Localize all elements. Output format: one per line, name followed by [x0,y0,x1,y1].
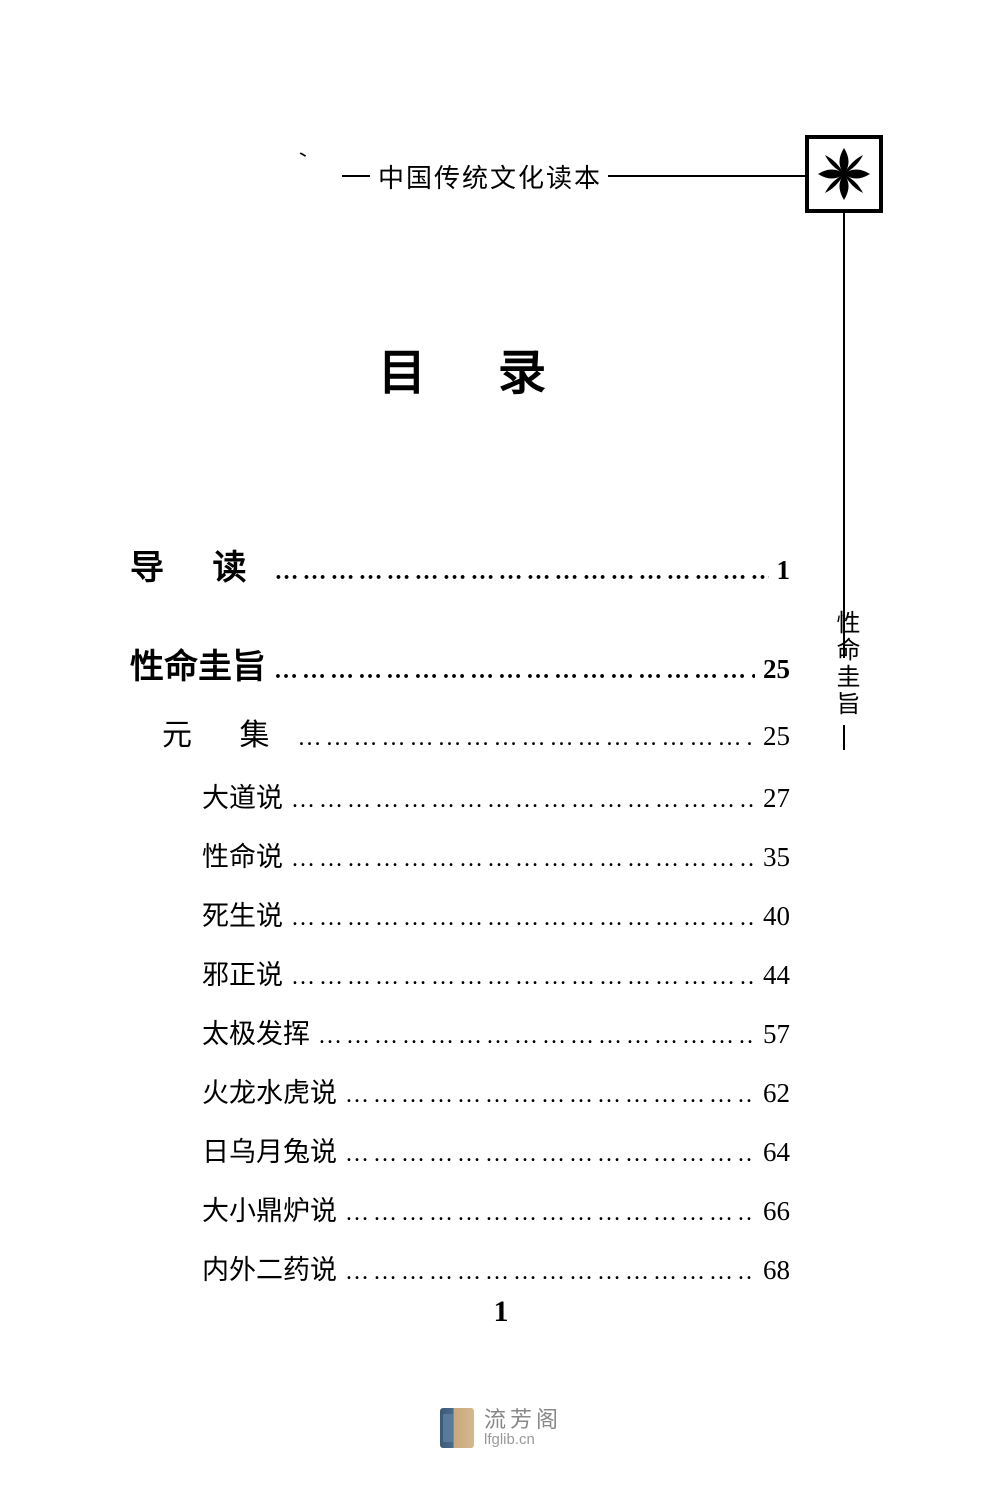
toc-page-number: 68 [763,1255,790,1286]
toc-entry: 日乌月兔说 …………………………………………………………………………………… 64 [202,1130,790,1169]
toc-label: 火龙水虎说 [202,1071,337,1110]
toc-leader-dots: …………………………………………………………………………………… [274,658,755,685]
toc-heading: 目 录 [378,333,576,403]
toc-label: 太极发挥 [202,1012,310,1051]
toc-entry: 内外二药说 …………………………………………………………………………………… 68 [202,1248,790,1287]
toc-page-number: 35 [763,842,790,873]
flower-icon [814,144,874,204]
toc-label: 性命圭旨 [130,639,266,688]
toc-leader-dots: …………………………………………………………………………………… [291,964,755,991]
toc-label: 元 集 [162,710,290,754]
toc-entries-list: 大道说 …………………………………………………………………………………… 27 性命说… [130,776,790,1287]
series-title: 中国传统文化读本 [378,158,602,195]
toc-leader-dots: …………………………………………………………………………………… [275,559,769,586]
toc-leader-dots: …………………………………………………………………………………… [345,1141,755,1168]
toc-label: 大小鼎炉说 [202,1189,337,1228]
sidebar-rule-upper [843,213,845,658]
toc-label: 日乌月兔说 [202,1130,337,1169]
sidebar-book-title: 性命圭旨 [828,610,863,718]
corner-ornament [805,135,883,213]
stray-mark: 、 [294,130,321,163]
toc-label: 内外二药说 [202,1248,337,1287]
toc-label: 导 读 [130,540,267,589]
toc-page-number: 64 [763,1137,790,1168]
watermark-site-name: 流芳阁 [484,1408,562,1432]
sidebar-rule-lower [843,725,845,750]
toc-leader-dots: …………………………………………………………………………………… [345,1259,755,1286]
page-container: 、 中国传统文化读本 性命圭旨 目 录 [0,0,1002,1489]
toc-entry: 大道说 …………………………………………………………………………………… 27 [202,776,790,815]
toc-entry: 邪正说 …………………………………………………………………………………… 44 [202,953,790,992]
toc-page-number: 25 [763,721,790,752]
table-of-contents: 导 读 …………………………………………………………………………………… 1 性… [130,540,790,1307]
toc-entry-section: 性命圭旨 …………………………………………………………………………………… 25 [130,639,790,688]
toc-label: 性命说 [202,835,283,874]
header-rule-left [342,175,370,177]
toc-entry: 性命说 …………………………………………………………………………………… 35 [202,835,790,874]
toc-entry-intro: 导 读 …………………………………………………………………………………… 1 [130,540,790,589]
toc-leader-dots: …………………………………………………………………………………… [291,846,755,873]
toc-leader-dots: …………………………………………………………………………………… [298,725,756,752]
toc-page-number: 66 [763,1196,790,1227]
toc-page-number: 44 [763,960,790,991]
toc-leader-dots: …………………………………………………………………………………… [291,905,755,932]
toc-leader-dots: …………………………………………………………………………………… [291,787,755,814]
toc-page-number: 62 [763,1078,790,1109]
toc-page-number: 1 [777,555,791,586]
toc-leader-dots: …………………………………………………………………………………… [345,1200,755,1227]
header-rule-right [608,175,808,177]
toc-label: 邪正说 [202,953,283,992]
toc-leader-dots: …………………………………………………………………………………… [345,1082,755,1109]
watermark-book-icon [440,1408,474,1448]
watermark: 流芳阁 lfglib.cn [0,1408,1002,1449]
watermark-url: lfglib.cn [484,1432,562,1449]
toc-label: 死生说 [202,894,283,933]
toc-leader-dots: …………………………………………………………………………………… [318,1023,755,1050]
watermark-text: 流芳阁 lfglib.cn [484,1408,562,1449]
toc-page-number: 57 [763,1019,790,1050]
toc-page-number: 27 [763,783,790,814]
toc-page-number: 25 [763,654,790,685]
toc-entry: 大小鼎炉说 …………………………………………………………………………………… 66 [202,1189,790,1228]
toc-entry: 太极发挥 …………………………………………………………………………………… 57 [202,1012,790,1051]
toc-entry: 火龙水虎说 …………………………………………………………………………………… 62 [202,1071,790,1110]
toc-label: 大道说 [202,776,283,815]
toc-entry-subsection: 元 集 …………………………………………………………………………………… 25 [162,710,790,754]
toc-entry: 死生说 …………………………………………………………………………………… 40 [202,894,790,933]
toc-page-number: 40 [763,901,790,932]
page-number: 1 [0,1295,1002,1329]
